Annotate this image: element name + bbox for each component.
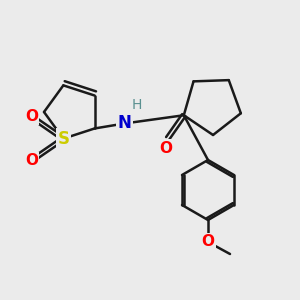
Text: H: H — [131, 98, 142, 112]
Text: O: O — [202, 235, 214, 250]
Text: S: S — [57, 130, 69, 148]
Text: O: O — [25, 153, 38, 168]
Text: O: O — [159, 141, 172, 156]
Text: N: N — [118, 115, 132, 133]
Text: O: O — [25, 109, 38, 124]
